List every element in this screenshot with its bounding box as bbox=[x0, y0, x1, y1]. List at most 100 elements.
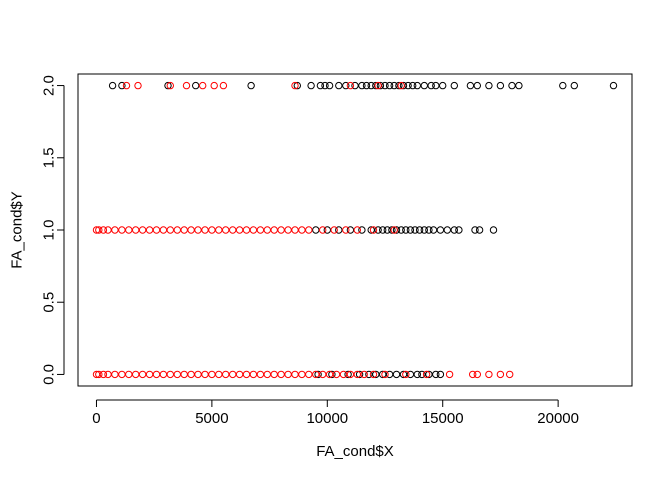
data-point-red bbox=[210, 81, 218, 90]
data-point-red bbox=[346, 370, 355, 379]
data-point-red bbox=[339, 370, 348, 379]
data-point-red bbox=[325, 370, 334, 379]
data-point-red bbox=[180, 370, 188, 379]
data-point-black bbox=[402, 226, 410, 234]
x-tick-label: 10000 bbox=[306, 410, 348, 427]
data-point-red bbox=[256, 226, 265, 234]
data-point-black bbox=[395, 81, 403, 90]
data-point-black bbox=[314, 370, 322, 379]
data-point-black bbox=[432, 370, 440, 379]
data-point-black bbox=[342, 81, 350, 90]
data-point-black bbox=[473, 81, 481, 90]
data-point-black bbox=[570, 81, 578, 90]
data-point-red bbox=[305, 370, 313, 379]
data-point-black bbox=[379, 226, 387, 234]
data-point-black bbox=[192, 81, 200, 90]
data-point-black bbox=[385, 370, 394, 379]
data-point-black bbox=[420, 226, 428, 234]
data-point-black bbox=[118, 81, 126, 90]
data-point-black bbox=[609, 81, 618, 90]
data-point-black bbox=[392, 226, 401, 234]
data-point-black bbox=[328, 370, 336, 379]
data-point-black bbox=[392, 370, 401, 379]
x-axis-title: FA_cond$X bbox=[316, 443, 394, 460]
data-point-black bbox=[358, 81, 366, 90]
data-point-black bbox=[413, 370, 421, 379]
data-point-black bbox=[367, 81, 375, 90]
data-point-red bbox=[445, 370, 454, 379]
data-point-red bbox=[312, 370, 320, 379]
data-point-black bbox=[335, 81, 343, 90]
y-axis: 0.0 0.5 1.0 1.5 2.0 bbox=[41, 75, 65, 385]
data-point-black bbox=[372, 81, 380, 90]
data-point-black bbox=[316, 81, 325, 90]
data-point-black bbox=[455, 226, 463, 234]
data-point-black bbox=[409, 81, 417, 90]
data-point-red bbox=[138, 226, 147, 234]
data-point-black bbox=[376, 81, 385, 90]
data-point-red bbox=[291, 370, 299, 379]
y-tick-label: 0.5 bbox=[41, 292, 58, 313]
plot-frame bbox=[77, 73, 633, 387]
data-point-red bbox=[291, 226, 299, 234]
data-point-black bbox=[312, 226, 320, 234]
data-point-red bbox=[506, 370, 514, 379]
data-point-black bbox=[108, 81, 117, 90]
data-point-red bbox=[134, 81, 142, 90]
data-point-black bbox=[450, 81, 458, 90]
y-tick-label: 1.5 bbox=[41, 147, 58, 168]
data-point-red bbox=[208, 370, 216, 379]
data-point-black bbox=[411, 226, 419, 234]
data-point-red bbox=[249, 370, 258, 379]
data-point-black bbox=[418, 370, 426, 379]
data-point-black bbox=[247, 81, 255, 90]
data-point-black bbox=[406, 370, 415, 379]
data-point-black bbox=[355, 370, 364, 379]
data-point-black bbox=[406, 226, 415, 234]
data-point-black bbox=[323, 226, 331, 234]
data-point-red bbox=[132, 370, 140, 379]
data-point-black bbox=[365, 370, 373, 379]
y-tick-label: 0.0 bbox=[41, 364, 58, 385]
data-point-red bbox=[208, 226, 216, 234]
data-point-red bbox=[166, 370, 175, 379]
data-point-red bbox=[159, 226, 168, 234]
data-point-black bbox=[413, 81, 421, 90]
data-point-black bbox=[436, 226, 445, 234]
x-tick-label: 20000 bbox=[537, 410, 579, 427]
data-point-red bbox=[222, 226, 230, 234]
data-point-red bbox=[342, 226, 350, 234]
y-tick-label: 2.0 bbox=[41, 75, 58, 96]
data-point-black bbox=[485, 81, 493, 90]
data-point-red bbox=[256, 370, 265, 379]
data-point-black bbox=[385, 81, 394, 90]
points-layer bbox=[92, 81, 618, 379]
y-tick-label: 1.0 bbox=[41, 220, 58, 241]
data-point-black bbox=[471, 226, 479, 234]
data-point-black bbox=[436, 370, 445, 379]
data-point-red bbox=[473, 370, 481, 379]
data-point-red bbox=[390, 226, 398, 234]
data-point-red bbox=[111, 370, 119, 379]
data-point-red bbox=[346, 81, 355, 90]
data-point-black bbox=[427, 81, 435, 90]
data-point-red bbox=[485, 370, 493, 379]
data-point-black bbox=[344, 370, 352, 379]
data-point-red bbox=[402, 370, 410, 379]
data-point-red bbox=[180, 226, 188, 234]
data-point-red bbox=[219, 81, 228, 90]
data-point-red bbox=[284, 226, 292, 234]
data-point-red bbox=[182, 81, 191, 90]
data-point-black bbox=[372, 370, 380, 379]
x-tick-label: 15000 bbox=[422, 410, 464, 427]
data-point-black bbox=[388, 226, 396, 234]
data-point-red bbox=[229, 226, 237, 234]
data-point-red bbox=[249, 226, 258, 234]
data-point-black bbox=[397, 226, 405, 234]
data-point-red bbox=[199, 81, 207, 90]
data-point-black bbox=[425, 370, 433, 379]
data-point-red bbox=[277, 226, 285, 234]
data-point-black bbox=[293, 81, 301, 90]
data-point-red bbox=[332, 370, 341, 379]
data-point-black bbox=[420, 81, 428, 90]
